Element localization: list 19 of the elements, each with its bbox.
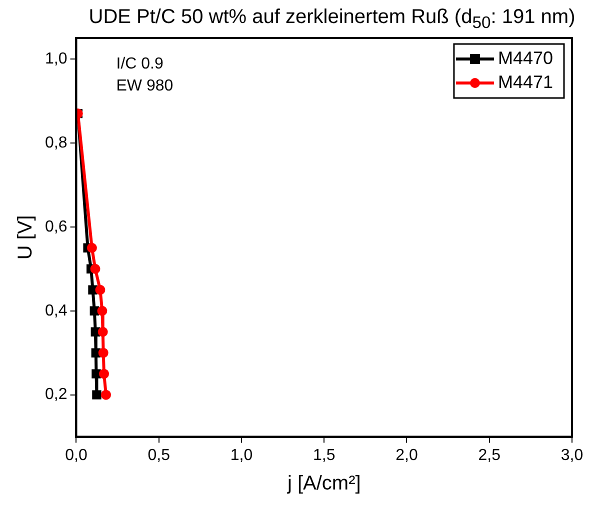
x-tick-label: 2,5 xyxy=(478,446,501,464)
annotation: EW 980 xyxy=(116,77,174,94)
chart-title: UDE Pt/C 50 wt% auf zerkleinertem Ruß (d$_{50}$: 191 nm) xyxy=(88,6,576,33)
y-tick-label: 0,4 xyxy=(44,302,68,320)
x-tick-label: 2,0 xyxy=(396,446,418,464)
x-tick-label: 1,0 xyxy=(230,446,253,464)
y-tick-label: 0,8 xyxy=(44,134,68,152)
y-tick-label: 0,2 xyxy=(44,386,68,404)
y-tick-label: 0,6 xyxy=(44,218,68,236)
legend-label: M4470 xyxy=(498,48,554,68)
x-tick-label: 1,5 xyxy=(312,446,336,464)
x-axis-title: j [A/cm²] xyxy=(286,472,361,495)
legend-label: M4471 xyxy=(498,72,554,92)
y-axis-title: U [V] xyxy=(14,215,37,260)
y-tick-label: 1,0 xyxy=(44,50,68,68)
x-tick-label: 0,0 xyxy=(65,446,88,464)
annotation: I/C 0.9 xyxy=(116,55,164,72)
x-tick-label: 0,5 xyxy=(148,446,170,464)
x-tick-label: 3,0 xyxy=(560,446,584,464)
